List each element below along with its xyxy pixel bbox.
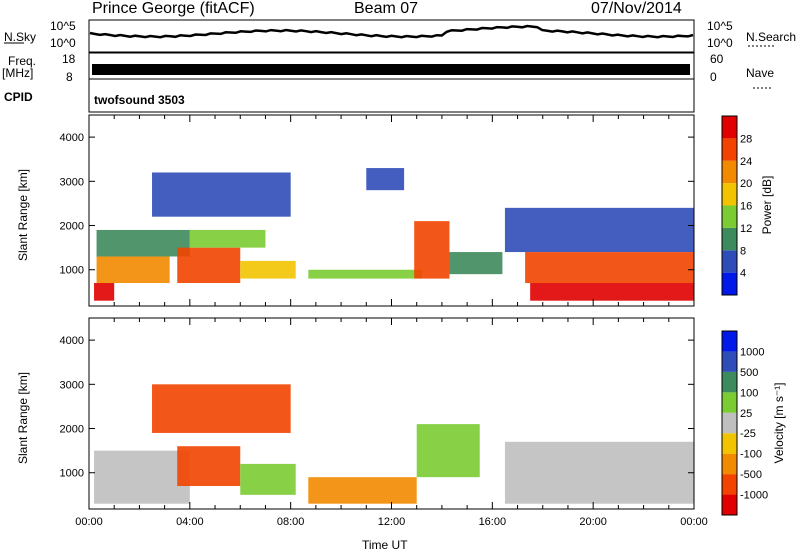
power-cell xyxy=(525,252,694,284)
velocity-heatmap xyxy=(94,384,694,504)
nsky-label: N.Sky xyxy=(4,30,37,44)
power-cell xyxy=(308,269,422,279)
freq-trace-band xyxy=(92,64,690,75)
freq-top-tick: 18 xyxy=(62,52,76,66)
power-colorbar-frame xyxy=(721,115,738,296)
nsky-bottom-tick: 10^0 xyxy=(50,36,76,50)
cpid-value: twofsound 3503 xyxy=(94,93,185,107)
ytick-label: 1000 xyxy=(60,468,84,480)
velocity-colorbar-tick-label: -500 xyxy=(740,469,762,481)
cpid-panel-frame xyxy=(88,78,695,113)
velocity-colorbar-swatch xyxy=(722,371,737,393)
velocity-cell xyxy=(504,441,694,504)
date-title: 07/Nov/2014 xyxy=(591,0,682,17)
cpid-label: CPID xyxy=(4,90,33,104)
power-colorbar-swatch xyxy=(722,183,737,206)
velocity-cell xyxy=(416,424,480,478)
power-colorbar-swatch xyxy=(722,227,737,251)
power-colorbar-swatch xyxy=(722,116,737,139)
velocity-colorbar-tick-label: -1000 xyxy=(740,490,768,502)
x-axis-label: Time UT xyxy=(362,538,408,552)
ytick-label: 4000 xyxy=(60,132,84,144)
power-cell xyxy=(414,221,450,279)
velocity-colorbar-frame xyxy=(721,330,738,516)
power-cell xyxy=(530,283,694,301)
xtick-label: 08:00 xyxy=(277,516,305,528)
velocity-colorbar-tick-label: -25 xyxy=(740,428,756,440)
ytick-label: 3000 xyxy=(60,176,84,188)
velocity-colorbar-swatch xyxy=(722,412,737,434)
velocity-colorbar-swatch xyxy=(722,351,737,372)
ytick-label: 2000 xyxy=(60,221,84,233)
power-cell xyxy=(96,256,170,284)
power-colorbar-tick-label: 12 xyxy=(740,223,752,235)
nsearch-label: N.Search xyxy=(746,30,797,44)
axes-layer: 1000 2000 3000 4000 1000 2000 3000 4000 00:00 04:… xyxy=(60,114,708,528)
velocity-colorbar-tick-label: -100 xyxy=(740,449,762,461)
velocity-cell xyxy=(177,446,241,487)
power-heatmap xyxy=(94,168,694,301)
freq-bottom-tick: 8 xyxy=(66,70,73,84)
beam-title: Beam 07 xyxy=(354,0,419,17)
nave-bottom-tick: 0 xyxy=(710,70,717,84)
velocity-colorbar-swatch xyxy=(722,494,737,515)
xtick-label: 20:00 xyxy=(579,516,607,528)
power-colorbar-tick-label: 28 xyxy=(740,133,752,145)
velocity-cell xyxy=(240,463,296,495)
xtick-label: 16:00 xyxy=(479,516,507,528)
velocity-colorbar-swatch xyxy=(722,474,737,495)
velocity-colorbar-tick-label: 25 xyxy=(740,408,752,420)
station-title: Prince George (fitACF) xyxy=(92,0,255,17)
ytick-label: 4000 xyxy=(60,335,84,347)
velocity-colorbar-swatch xyxy=(722,331,737,352)
nsearch-top-tick: 10^5 xyxy=(707,19,733,33)
power-cell xyxy=(189,229,266,248)
xtick-label: 00:00 xyxy=(680,516,708,528)
power-colorbar-tick-label: 20 xyxy=(740,178,752,190)
power-colorbar-tick-label: 8 xyxy=(740,245,746,257)
power-cell xyxy=(366,168,405,191)
power-cell xyxy=(177,247,241,284)
velocity-colorbar-swatch xyxy=(722,453,737,475)
power-cell xyxy=(94,283,115,301)
power-cell xyxy=(504,207,694,253)
freq-unit-label: [MHz] xyxy=(2,66,34,80)
power-cell xyxy=(240,260,296,279)
xtick-label: 12:00 xyxy=(378,516,406,528)
nsky-top-tick: 10^5 xyxy=(50,19,76,33)
power-colorbar-tick-label: 16 xyxy=(740,201,752,213)
velocity-cell xyxy=(152,384,291,433)
power-colorbar-swatch xyxy=(722,138,737,161)
velocity-colorbar-swatch xyxy=(722,433,737,454)
power-cell xyxy=(152,172,291,217)
power-colorbar-swatch xyxy=(722,272,737,295)
velocity-colorbar-swatch xyxy=(722,392,737,413)
nave-top-tick: 60 xyxy=(710,52,724,66)
power-colorbar-tick-label: 24 xyxy=(740,156,752,168)
velocity-colorbar-tick-label: 100 xyxy=(740,387,758,399)
power-cell xyxy=(449,252,503,275)
ytick-label: 3000 xyxy=(60,379,84,391)
power-colorbar-tick-label: 4 xyxy=(740,268,746,280)
colorbars-layer: 4 8 12 16 20 24 28 1000 500 100 25 -25 -100 -500 -1000 xyxy=(721,115,768,516)
power-colorbar-swatch xyxy=(722,160,737,184)
nsearch-bottom-tick: 10^0 xyxy=(707,36,733,50)
velocity-cell xyxy=(308,477,417,504)
freq-label: Freq. xyxy=(8,54,37,68)
power-cell xyxy=(96,229,190,257)
power-colorbar-swatch xyxy=(722,205,737,228)
velocity-cell xyxy=(94,450,190,504)
ytick-label: 1000 xyxy=(60,265,84,277)
nsky-trace xyxy=(89,24,694,39)
velocity-colorbar-tick-label: 500 xyxy=(740,367,758,379)
velocity-colorbar-tick-label: 1000 xyxy=(740,346,764,358)
nave-label: Nave xyxy=(746,66,775,80)
xtick-label: 00:00 xyxy=(75,516,103,528)
power-colorbar-swatch xyxy=(722,250,737,273)
ytick-label: 2000 xyxy=(60,424,84,436)
xtick-label: 04:00 xyxy=(176,516,204,528)
nsky-panel-frame xyxy=(88,19,695,53)
